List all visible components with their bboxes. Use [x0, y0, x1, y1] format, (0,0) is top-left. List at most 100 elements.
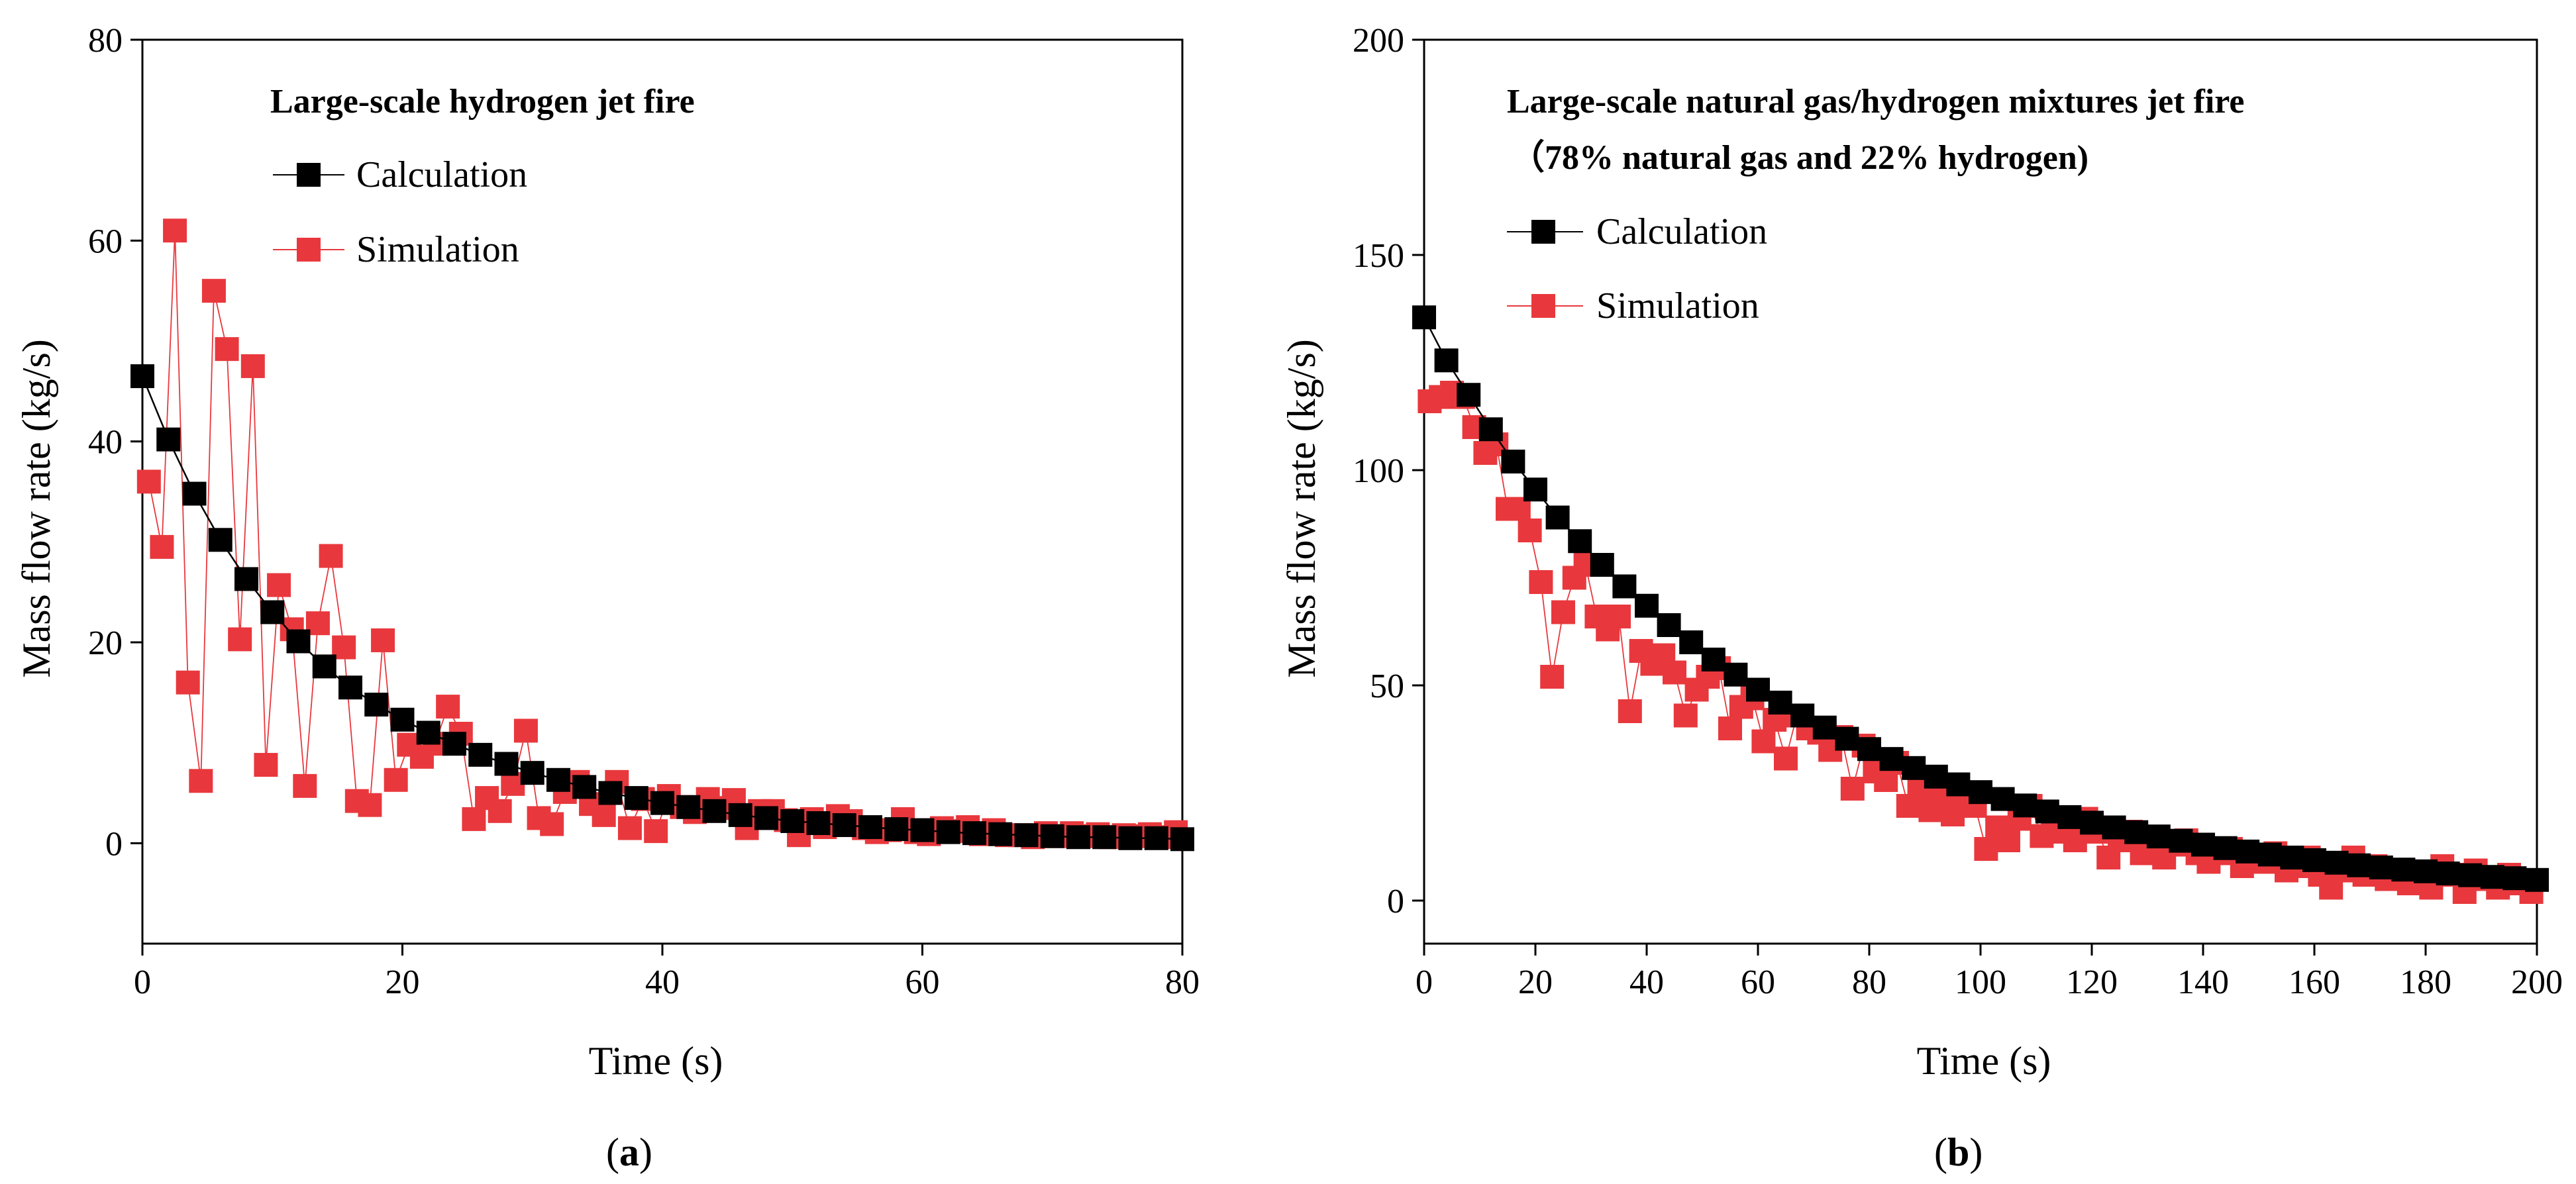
point-calculation-a-35: [1040, 824, 1064, 848]
point-simulation-a-10: [267, 573, 291, 597]
point-calculation-b-12: [1679, 630, 1704, 654]
point-simulation-a-12: [293, 773, 317, 798]
point-calculation-a-24: [754, 806, 778, 830]
panel-label-letter-a: a: [619, 1130, 639, 1174]
panel-label-close-a: ): [639, 1130, 652, 1174]
point-calculation-b-37: [2236, 839, 2260, 863]
point-calculation-b-38: [2257, 842, 2282, 867]
point-simulation-a-5: [201, 279, 226, 303]
point-calculation-b-1: [1434, 348, 1459, 373]
plot-area-a: 0 20 40 60 80 0 20 40 60 80: [88, 22, 1200, 1001]
point-calculation-b-3: [1478, 417, 1503, 442]
point-simulation-a-8: [240, 354, 265, 378]
point-calculation-b-41: [2324, 850, 2349, 875]
chart-title-b-line-1: Large-scale natural gas/hydrogen mixture…: [1507, 83, 2245, 121]
y-tick-label-a-4: 80: [88, 22, 123, 60]
legend-calculation-label-b: Calculation: [1596, 211, 1767, 252]
point-calculation-b-5: [1523, 477, 1547, 502]
point-calculation-a-15: [520, 761, 544, 785]
point-calculation-b-48: [2480, 865, 2504, 889]
point-calculation-b-22: [1902, 756, 1926, 780]
point-simulation-b-17: [1607, 605, 1631, 628]
x-tick-label-b-4: 80: [1852, 963, 1886, 1001]
point-calculation-a-1: [156, 427, 181, 452]
point-simulation-a-39: [644, 819, 668, 844]
point-calculation-a-40: [1170, 827, 1194, 852]
x-tick-label-b-10: 200: [2511, 963, 2563, 1001]
point-calculation-b-29: [2057, 805, 2082, 829]
point-calculation-a-38: [1118, 826, 1143, 850]
point-calculation-b-47: [2458, 863, 2483, 887]
point-calculation-b-32: [2124, 820, 2149, 844]
point-calculation-a-32: [962, 821, 986, 846]
legend-b: Calculation Simulation: [1507, 211, 1767, 326]
point-calculation-b-24: [1946, 772, 1971, 797]
point-calculation-a-26: [806, 811, 831, 835]
series-line-simulation-a: [148, 230, 1176, 838]
point-calculation-a-21: [676, 795, 701, 819]
chart-panel-b: 0 20 40 60 80 100 120 140 160 180 200050100150200 …: [1280, 22, 2563, 1174]
point-simulation-a-3: [176, 670, 200, 695]
point-calculation-b-46: [2436, 862, 2460, 886]
point-calculation-b-13: [1701, 648, 1726, 671]
point-calculation-a-23: [728, 803, 752, 827]
x-tick-label-b-9: 180: [2400, 963, 2451, 1001]
point-calculation-a-36: [1066, 825, 1090, 850]
point-simulation-b-18: [1618, 699, 1642, 723]
point-calculation-b-19: [1835, 726, 1859, 751]
point-simulation-b-22: [1663, 660, 1686, 685]
point-simulation-b-38: [1840, 777, 1865, 801]
point-calculation-b-14: [1724, 662, 1748, 687]
x-tick-label-a-4: 80: [1165, 963, 1200, 1001]
point-calculation-b-2: [1457, 383, 1481, 407]
y-tick-label-a-0: 0: [105, 825, 123, 863]
x-tick-label-b-0: 0: [1416, 963, 1433, 1001]
point-calculation-b-0: [1412, 305, 1436, 330]
y-tick-label-b-0: 0: [1387, 883, 1404, 920]
point-simulation-a-19: [384, 767, 408, 792]
point-simulation-a-35: [592, 803, 616, 827]
point-calculation-a-22: [702, 799, 727, 823]
point-calculation-b-9: [1612, 574, 1637, 599]
point-calculation-a-9: [364, 693, 389, 717]
point-calculation-a-31: [936, 820, 960, 844]
point-simulation-b-50: [1974, 837, 1998, 861]
point-simulation-b-32: [1774, 746, 1798, 771]
point-calculation-b-27: [2013, 793, 2037, 818]
legend-simulation-marker-a: [297, 238, 321, 262]
point-calculation-a-3: [208, 528, 232, 552]
point-calculation-b-26: [1990, 787, 2015, 811]
point-simulation-b-47: [1941, 803, 1965, 826]
x-tick-label-b-3: 60: [1741, 963, 1775, 1001]
point-calculation-b-39: [2280, 846, 2304, 869]
point-simulation-a-0: [136, 469, 161, 494]
point-calculation-b-11: [1657, 613, 1681, 637]
point-calculation-b-23: [1924, 764, 1948, 789]
point-calculation-a-34: [1014, 823, 1039, 848]
point-simulation-b-10: [1529, 570, 1553, 594]
point-calculation-b-40: [2302, 848, 2326, 872]
point-calculation-a-8: [338, 675, 362, 700]
point-calculation-a-6: [286, 629, 311, 654]
panel-label-open-b: (: [1934, 1130, 1947, 1174]
y-tick-label-a-2: 40: [88, 424, 123, 462]
point-simulation-b-23: [1673, 703, 1698, 728]
point-calculation-a-33: [988, 822, 1013, 846]
point-calculation-b-21: [1879, 747, 1904, 771]
series-line-calculation-a: [141, 375, 1183, 840]
point-calculation-a-28: [858, 815, 882, 840]
x-axis-label-b: Time (s): [1917, 1039, 2051, 1083]
panel-label-a: (a): [606, 1130, 652, 1174]
x-tick-label-b-2: 40: [1629, 963, 1664, 1001]
panel-label-letter-b: b: [1947, 1130, 1969, 1174]
point-calculation-b-50: [2525, 867, 2549, 892]
point-calculation-b-33: [2146, 824, 2171, 849]
x-tick-label-b-1: 20: [1518, 963, 1553, 1001]
point-simulation-a-9: [254, 753, 278, 777]
point-simulation-a-14: [319, 544, 343, 568]
point-simulation-b-27: [1718, 716, 1742, 740]
point-calculation-b-45: [2414, 859, 2438, 883]
point-calculation-a-5: [260, 600, 285, 624]
x-tick-label-b-5: 100: [1955, 963, 2006, 1001]
